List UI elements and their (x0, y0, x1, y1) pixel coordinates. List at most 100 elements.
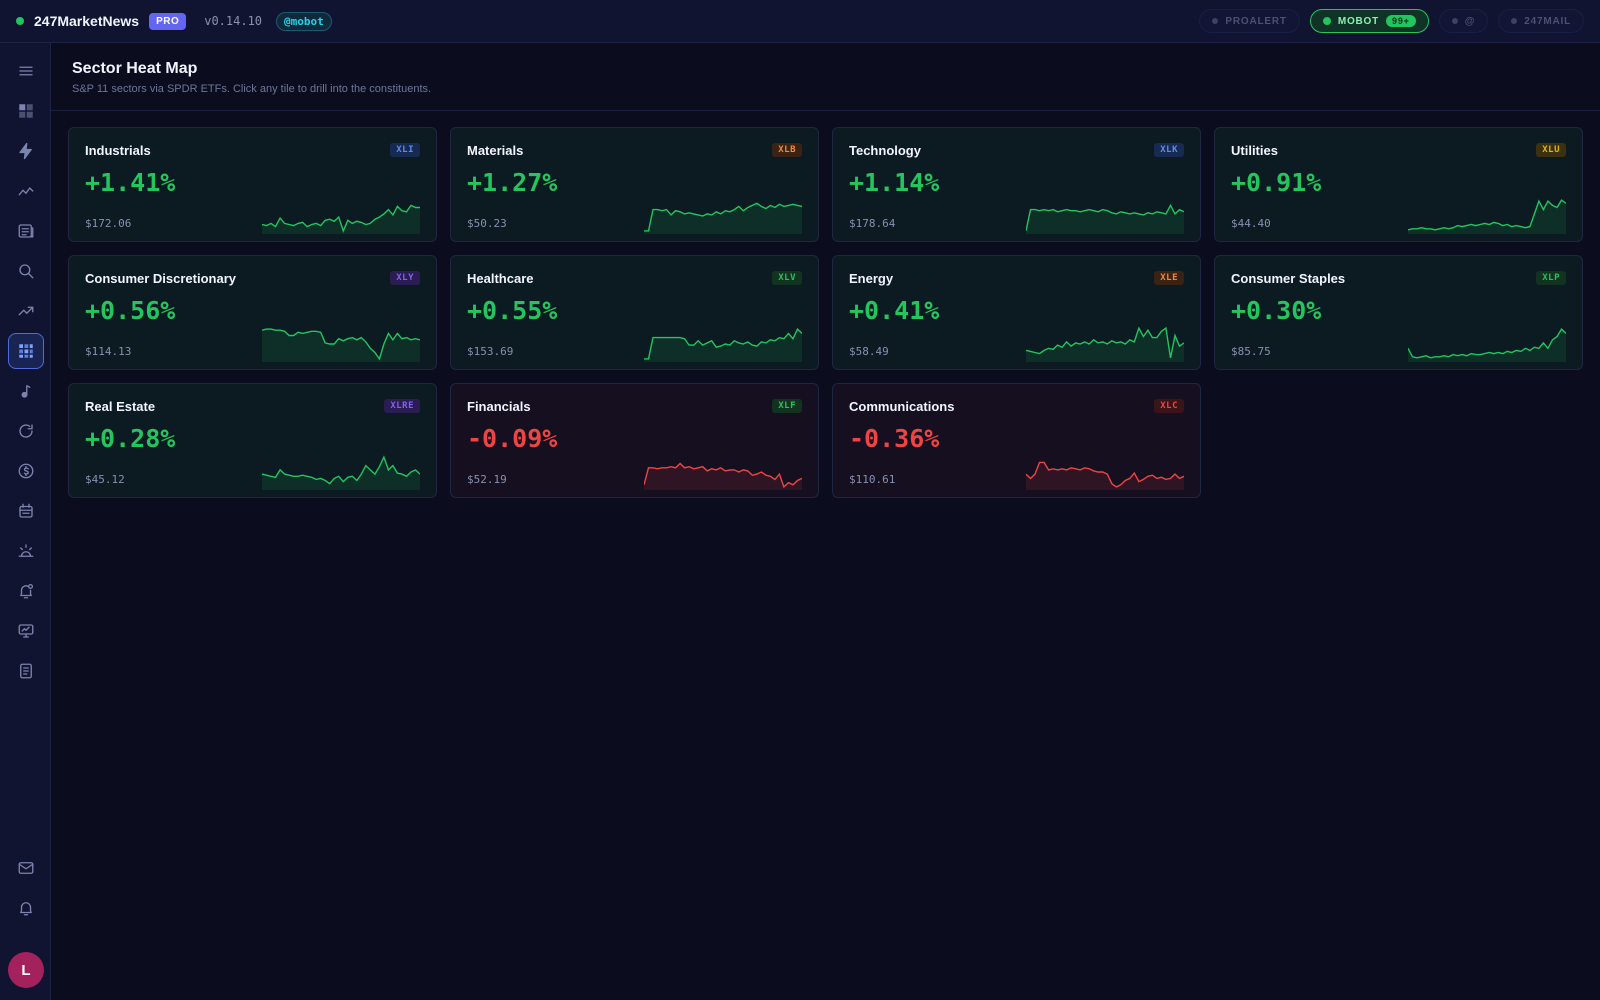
top-bar: 247MarketNews PRO v0.14.10 @mobot PROALE… (0, 0, 1600, 43)
sector-name: Financials (467, 399, 531, 414)
price: $58.49 (849, 345, 889, 358)
music-note-icon[interactable] (8, 373, 44, 409)
ticker-badge: XLRE (384, 399, 420, 413)
trending-icon[interactable] (8, 293, 44, 329)
brand-name[interactable]: 247MarketNews (34, 13, 140, 29)
sector-grid: Industrials XLI +1.41% $172.06 Materials XLB +… (68, 127, 1584, 498)
sparkline-line (1026, 326, 1184, 358)
bolt-icon[interactable] (8, 133, 44, 169)
ticker-badge: XLE (1154, 271, 1184, 285)
calendar-icon[interactable] (8, 493, 44, 529)
ticker-badge: XLV (772, 271, 802, 285)
pill-label: @ (1464, 15, 1476, 27)
sector-tile[interactable]: Consumer Staples XLP +0.30% $85.75 (1214, 255, 1583, 370)
sector-name: Consumer Staples (1231, 271, 1346, 286)
sparkline (262, 328, 420, 362)
dollar-icon[interactable] (8, 453, 44, 489)
pill-label: MOBOT (1337, 15, 1380, 27)
ticker-badge: XLI (390, 143, 420, 157)
ticker-badge: XLC (1154, 399, 1184, 413)
line-chart-icon[interactable] (8, 173, 44, 209)
price: $45.12 (85, 473, 125, 486)
sparkline-line (1026, 461, 1184, 488)
sector-tile[interactable]: Industrials XLI +1.41% $172.06 (68, 127, 437, 242)
sparkline (262, 204, 420, 234)
sparkline (644, 327, 802, 362)
ticker-badge: XLK (1154, 143, 1184, 157)
user-tag[interactable]: @mobot (276, 11, 332, 31)
heatmap-icon[interactable] (8, 333, 44, 369)
dashboard-icon[interactable] (8, 93, 44, 129)
sector-name: Materials (467, 143, 524, 158)
sector-name: Real Estate (85, 399, 156, 414)
price: $85.75 (1231, 345, 1271, 358)
bell-icon[interactable] (8, 890, 44, 926)
sparkline (1026, 461, 1184, 490)
document-icon[interactable] (8, 653, 44, 689)
pill-mobot[interactable]: MOBOT 99+ (1309, 9, 1429, 33)
mail-icon[interactable] (8, 850, 44, 886)
sparkline-line (644, 462, 802, 489)
sector-tile[interactable]: Utilities XLU +0.91% $44.40 (1214, 127, 1583, 242)
news-icon[interactable] (8, 213, 44, 249)
sparkline-area (1026, 205, 1184, 234)
pill-proalert[interactable]: PROALERT (1199, 9, 1300, 33)
sector-tile[interactable]: Communications XLC -0.36% $110.61 (832, 383, 1201, 498)
percent-change: +0.55% (467, 296, 558, 325)
sector-name: Technology (849, 143, 921, 158)
page-subtitle: S&P 11 sectors via SPDR ETFs. Click any … (72, 83, 432, 95)
sector-name: Healthcare (467, 271, 534, 286)
price: $44.40 (1231, 217, 1271, 230)
sector-tile[interactable]: Technology XLK +1.14% $178.64 (832, 127, 1201, 242)
ticker-badge: XLF (772, 399, 802, 413)
sparkline-line (644, 202, 802, 232)
sparkline-line (262, 328, 420, 361)
sparkline-line (644, 327, 802, 360)
percent-change: -0.36% (849, 424, 940, 453)
sector-tile[interactable]: Financials XLF -0.09% $52.19 (450, 383, 819, 498)
sector-tile[interactable]: Energy XLE +0.41% $58.49 (832, 255, 1201, 370)
ticker-badge: XLU (1536, 143, 1566, 157)
monitor-chart-icon[interactable] (8, 613, 44, 649)
pill-at[interactable]: @ (1438, 9, 1489, 33)
sector-tile[interactable]: Materials XLB +1.27% $50.23 (450, 127, 819, 242)
price: $110.61 (849, 473, 896, 486)
sidebar: L (0, 43, 51, 1000)
refresh-icon[interactable] (8, 413, 44, 449)
sparkline-area (1408, 329, 1566, 362)
pill-status-dot (1511, 18, 1518, 24)
sparkline (644, 462, 802, 490)
sparkline-line (1026, 203, 1184, 232)
search-icon[interactable] (8, 253, 44, 289)
percent-change: +1.41% (85, 168, 176, 197)
bell-plus-icon[interactable] (8, 573, 44, 609)
sparkline-area (262, 457, 420, 490)
pill-247mail[interactable]: 247MAIL (1498, 9, 1584, 33)
sector-tile[interactable]: Consumer Discretionary XLY +0.56% $114.13 (68, 255, 437, 370)
sparkline-area (1026, 462, 1184, 490)
avatar[interactable]: L (8, 952, 44, 988)
price: $153.69 (467, 345, 514, 358)
price: $114.13 (85, 345, 132, 358)
pill-status-dot (1451, 18, 1458, 24)
pill-label: PROALERT (1225, 15, 1287, 27)
sector-name: Energy (849, 271, 894, 286)
percent-change: +0.41% (849, 296, 940, 325)
sparkline-line (262, 204, 420, 233)
sector-tile[interactable]: Healthcare XLV +0.55% $153.69 (450, 255, 819, 370)
percent-change: -0.09% (467, 424, 558, 453)
sparkline (1026, 203, 1184, 234)
sparkline-area (1026, 328, 1184, 362)
sunrise-icon[interactable] (8, 533, 44, 569)
page-title: Sector Heat Map (72, 60, 198, 77)
menu-icon[interactable] (8, 53, 44, 89)
price: $178.64 (849, 217, 896, 230)
sparkline-area (262, 205, 420, 234)
sparkline-area (644, 463, 802, 490)
version-label: v0.14.10 (204, 14, 263, 28)
pill-status-dot (1212, 18, 1219, 24)
sector-name: Consumer Discretionary (85, 271, 236, 286)
sector-tile[interactable]: Real Estate XLRE +0.28% $45.12 (68, 383, 437, 498)
pill-label: 247MAIL (1524, 15, 1571, 27)
sparkline-area (644, 203, 802, 234)
